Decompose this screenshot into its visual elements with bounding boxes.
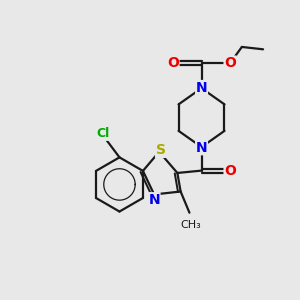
Text: N: N: [148, 193, 160, 207]
Text: O: O: [224, 164, 236, 178]
Text: Cl: Cl: [97, 127, 110, 140]
Text: O: O: [224, 56, 236, 70]
Text: O: O: [167, 56, 179, 70]
Text: S: S: [156, 143, 166, 157]
Text: N: N: [196, 141, 207, 154]
Text: N: N: [196, 81, 207, 94]
Text: CH₃: CH₃: [181, 220, 201, 230]
